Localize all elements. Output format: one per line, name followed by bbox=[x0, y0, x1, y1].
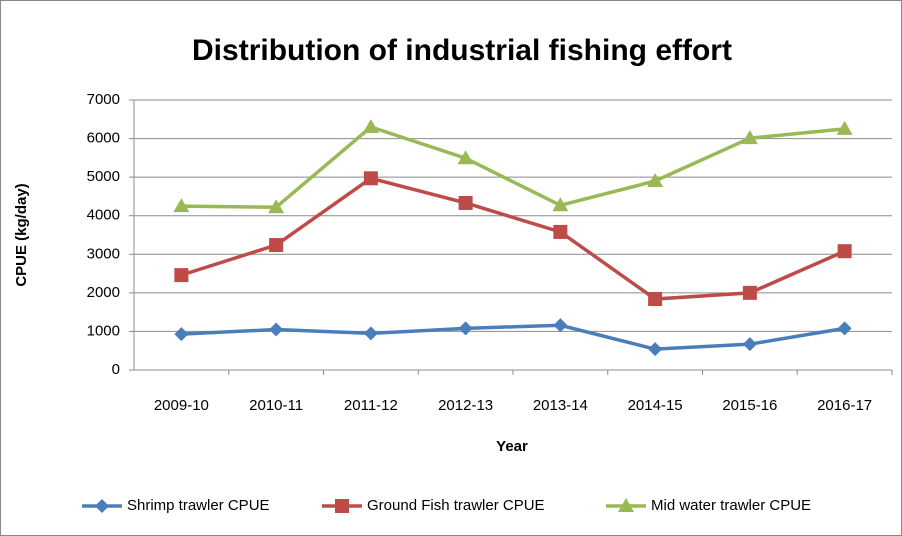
legend-label: Ground Fish trawler CPUE bbox=[367, 497, 545, 514]
marker bbox=[269, 322, 284, 337]
chart-title: Distribution of industrial fishing effor… bbox=[192, 34, 732, 67]
y-tick-label: 2000 bbox=[87, 284, 120, 301]
x-tick-label: 2016-17 bbox=[817, 397, 872, 414]
marker bbox=[363, 171, 378, 186]
marker bbox=[648, 342, 663, 357]
series-line bbox=[180, 176, 846, 301]
marker bbox=[837, 244, 852, 259]
x-tick-label: 2012-13 bbox=[438, 397, 493, 414]
marker bbox=[742, 285, 757, 300]
marker bbox=[836, 120, 853, 135]
marker bbox=[457, 150, 474, 165]
x-tick-label: 2010-11 bbox=[249, 397, 303, 414]
x-tick-label: 2013-14 bbox=[533, 397, 588, 414]
marker bbox=[553, 318, 568, 333]
marker bbox=[174, 268, 189, 283]
marker bbox=[362, 119, 379, 133]
marker bbox=[618, 498, 634, 512]
x-tick-label: 2015-16 bbox=[722, 397, 777, 414]
marker bbox=[268, 199, 285, 214]
x-tick-label: 2011-12 bbox=[344, 397, 398, 414]
y-tick-label: 7000 bbox=[87, 91, 120, 108]
y-tick-label: 1000 bbox=[87, 322, 120, 339]
marker bbox=[742, 337, 757, 352]
marker bbox=[335, 499, 349, 513]
legend-label: Mid water trawler CPUE bbox=[651, 497, 811, 514]
y-tick-label: 4000 bbox=[87, 207, 120, 224]
series-line bbox=[181, 125, 845, 209]
marker bbox=[173, 198, 190, 213]
x-tick-label: 2014-15 bbox=[628, 397, 683, 414]
y-tick-label: 6000 bbox=[87, 130, 120, 147]
x-tick-label: 2009-10 bbox=[154, 397, 209, 414]
x-axis-label: Year bbox=[496, 438, 528, 455]
marker bbox=[95, 499, 109, 513]
legend-label: Shrimp trawler CPUE bbox=[127, 497, 270, 514]
series-line bbox=[181, 323, 845, 351]
marker bbox=[458, 321, 473, 336]
marker bbox=[553, 224, 568, 239]
y-axis-label: CPUE (kg/day) bbox=[13, 183, 30, 286]
marker bbox=[837, 321, 852, 336]
marker bbox=[269, 238, 284, 253]
y-tick-label: 3000 bbox=[87, 245, 120, 262]
marker bbox=[363, 326, 378, 341]
marker bbox=[648, 292, 663, 307]
y-tick-label: 5000 bbox=[87, 168, 120, 185]
y-tick-label: 0 bbox=[112, 361, 120, 378]
marker bbox=[458, 195, 473, 210]
marker bbox=[552, 197, 569, 212]
marker bbox=[174, 327, 189, 342]
marker bbox=[741, 130, 758, 145]
marker bbox=[647, 173, 664, 187]
